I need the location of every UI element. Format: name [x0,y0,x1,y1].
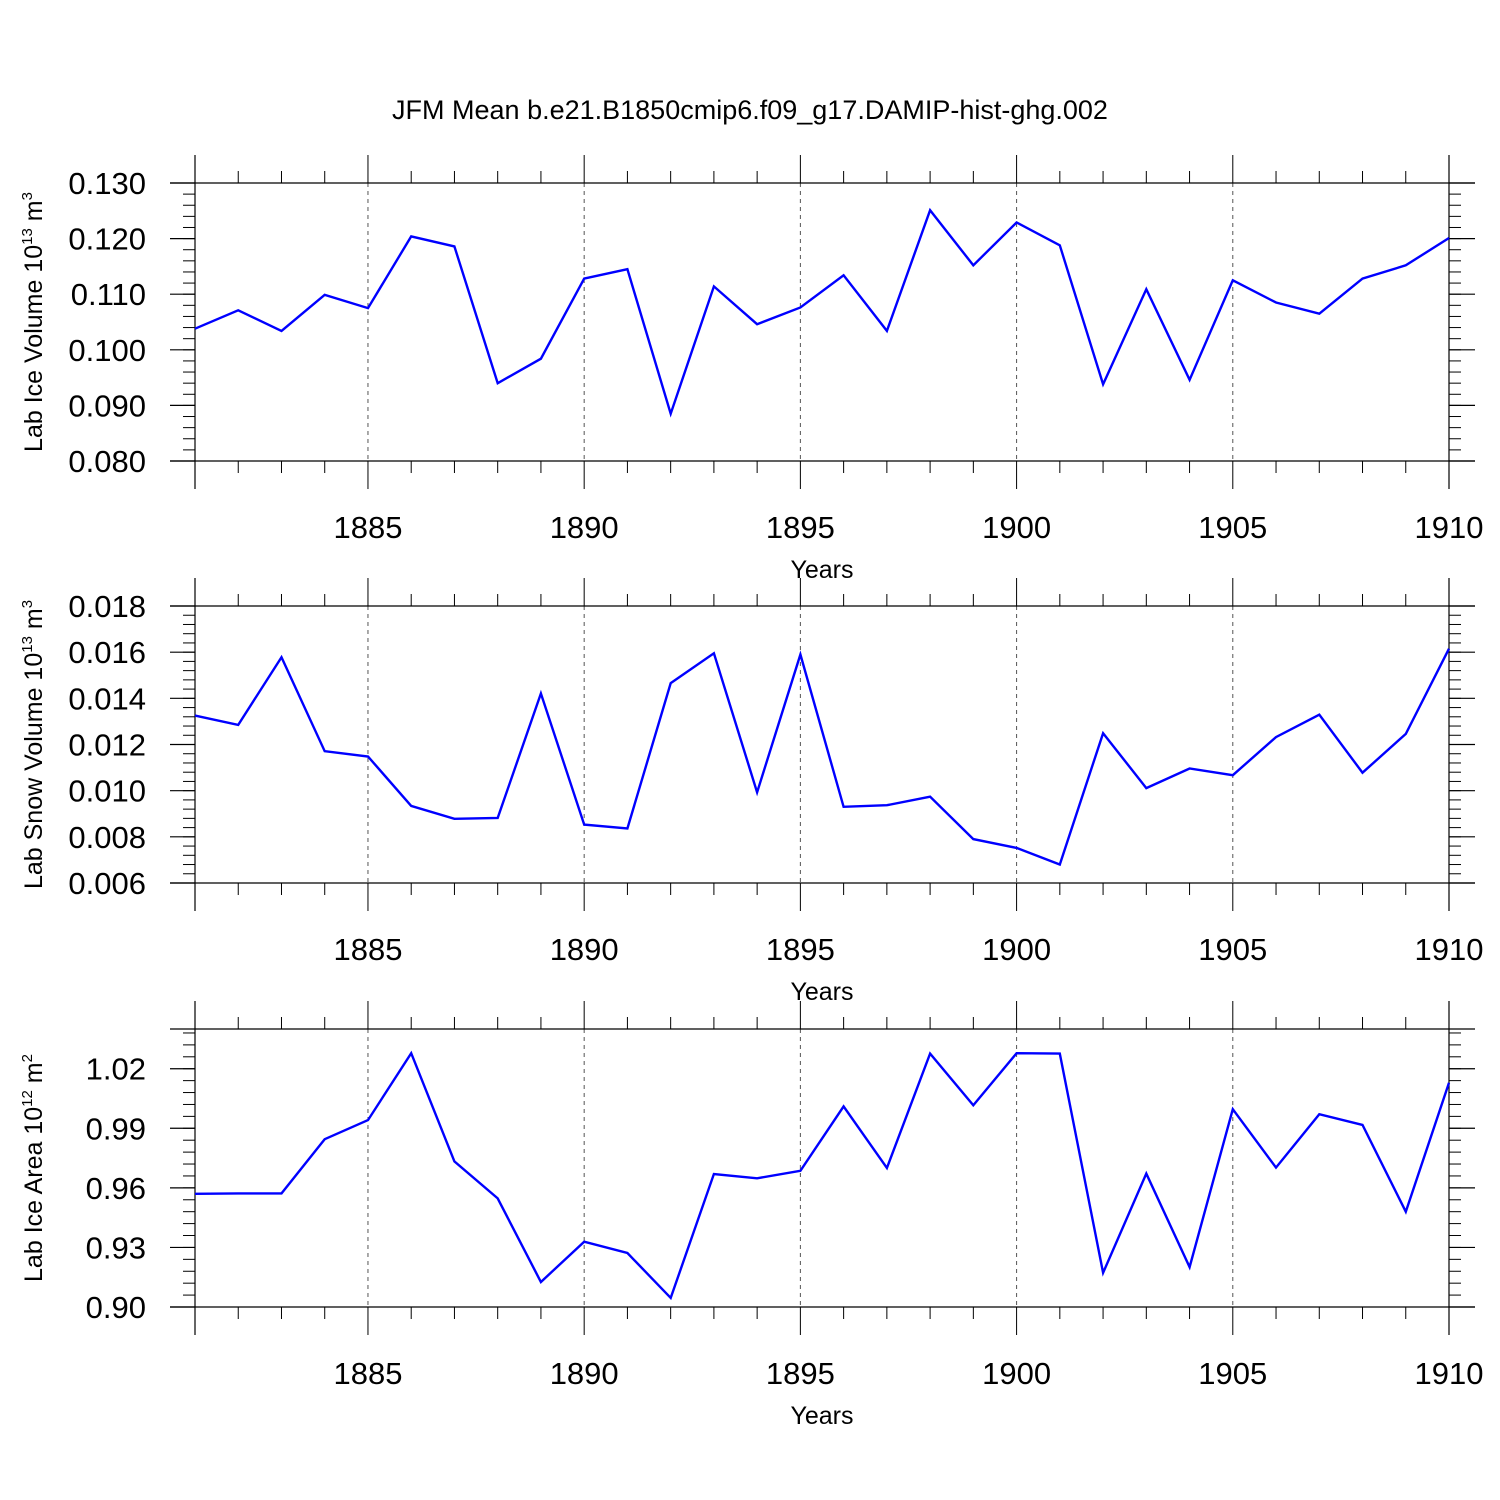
x-tick-label-1910: 1910 [1415,932,1484,967]
x-tick-label-1900: 1900 [982,1356,1051,1391]
x-axis-label: Years [790,1402,853,1430]
y-tick-label-0.120: 0.120 [68,222,146,257]
x-tick-label-1885: 1885 [333,932,402,967]
y-tick-label-0.012: 0.012 [68,728,146,763]
y-tick-label-0.130: 0.130 [68,166,146,201]
y-axis-label: Lab Snow Volume 1013 m3 [19,600,48,889]
y-tick-label-1.02: 1.02 [86,1052,146,1087]
x-tick-label-1885: 1885 [333,1356,402,1391]
y-tick-label-0.96: 0.96 [86,1171,146,1206]
y-tick-label-0.006: 0.006 [68,866,146,901]
y-axis-label-unit-exponent: 2 [19,1054,36,1062]
panels-group: 0.080 0.090 0.100 0.110 0.120 0.130 1885 1890 18… [19,155,1483,1430]
y-tick-label-0.010: 0.010 [68,774,146,809]
y-axis-label-exponent: 13 [19,636,36,653]
y-axis-label-exponent: 13 [19,228,36,245]
x-tick-label-1885: 1885 [333,510,402,545]
x-tick-label-1905: 1905 [1198,510,1267,545]
y-tick-label-0.93: 0.93 [86,1230,146,1265]
x-tick-label-1900: 1900 [982,932,1051,967]
y-tick-label-0.080: 0.080 [68,444,146,479]
x-tick-label-1905: 1905 [1198,932,1267,967]
y-tick-label-0.99: 0.99 [86,1111,146,1146]
x-tick-label-1895: 1895 [766,932,835,967]
x-tick-label-1895: 1895 [766,1356,835,1391]
x-tick-label-1890: 1890 [550,510,619,545]
x-tick-label-1905: 1905 [1198,1356,1267,1391]
x-axis-label: Years [790,556,853,584]
y-tick-label-0.110: 0.110 [71,277,146,312]
y-axis-label-unit: m [20,200,48,228]
series-line-3 [194,1050,1451,1301]
panel-2: 0.006 0.008 0.010 0.012 0.014 0.016 0.018 1885 1… [19,578,1483,1006]
x-axis-label: Years [790,978,853,1006]
y-tick-label-0.090: 0.090 [68,388,146,423]
figure-title: JFM Mean b.e21.B1850cmip6.f09_g17.DAMIP-… [392,95,1108,125]
y-axis-label-unit: m [20,608,48,636]
y-axis-label-base: Lab Snow Volume 10 [20,653,48,889]
y-axis-label-unit: m [20,1062,48,1090]
y-tick-label-0.90: 0.90 [86,1290,146,1325]
y-tick-label-0.008: 0.008 [68,820,146,855]
y-tick-label-0.018: 0.018 [68,589,146,624]
x-tick-label-1890: 1890 [550,1356,619,1391]
x-tick-label-1890: 1890 [550,932,619,967]
y-tick-label-0.016: 0.016 [68,635,146,670]
y-axis-label: Lab Ice Volume 1013 m3 [19,192,48,452]
x-tick-label-1895: 1895 [766,510,835,545]
y-tick-label-0.014: 0.014 [68,681,146,716]
y-axis-label-base: Lab Ice Volume 10 [20,245,48,452]
y-axis-label: Lab Ice Area 1012 m2 [19,1054,48,1282]
panel-3: 0.90 0.93 0.96 0.99 1.02 1885 1890 1895 1900 1905… [19,1001,1483,1430]
y-axis-label-unit-exponent: 3 [19,600,36,608]
x-tick-label-1910: 1910 [1415,510,1484,545]
x-tick-label-1900: 1900 [982,510,1051,545]
y-tick-label-0.100: 0.100 [68,333,146,368]
y-axis-label-exponent: 12 [19,1090,36,1107]
series-line-2 [194,648,1451,867]
x-tick-label-1910: 1910 [1415,1356,1484,1391]
y-axis-label-unit-exponent: 3 [19,192,36,200]
y-axis-label-base: Lab Ice Area 10 [20,1107,48,1282]
panel-1: 0.080 0.090 0.100 0.110 0.120 0.130 1885 1890 18… [19,155,1483,584]
series-line-1 [194,207,1450,418]
